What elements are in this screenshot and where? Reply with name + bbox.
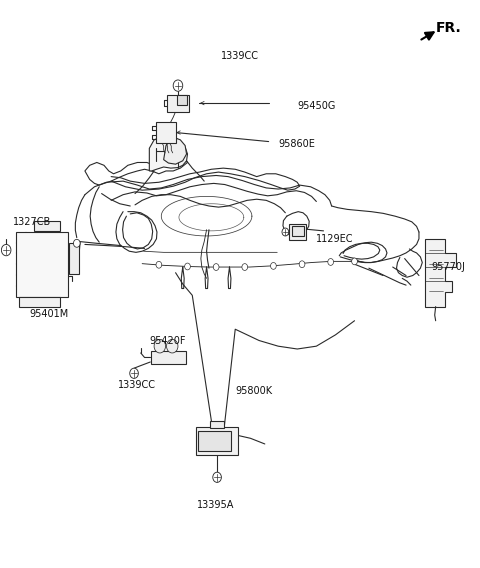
Text: 13395A: 13395A [197,500,235,510]
Polygon shape [149,136,188,171]
Bar [196,427,238,456]
Text: 1339CC: 1339CC [221,51,259,61]
Circle shape [185,263,191,270]
Circle shape [213,472,221,482]
Circle shape [167,340,178,353]
Bar [151,351,186,364]
Text: 95450G: 95450G [297,101,336,111]
Circle shape [242,264,248,270]
Circle shape [73,239,80,247]
Bar [177,95,187,106]
Circle shape [1,244,11,256]
Circle shape [156,261,162,268]
Circle shape [173,80,183,91]
Circle shape [352,258,358,265]
Bar [19,297,60,307]
Bar [156,122,176,143]
Circle shape [299,261,305,268]
Circle shape [154,340,166,353]
Text: 95860E: 95860E [278,139,315,149]
Bar [16,232,68,296]
Text: 95800K: 95800K [235,386,272,396]
Circle shape [213,264,219,270]
Text: 95770J: 95770J [431,262,465,272]
Bar [167,95,189,111]
Text: FR.: FR. [436,21,462,35]
Circle shape [130,368,138,378]
Text: 1339CC: 1339CC [118,379,156,390]
Circle shape [282,228,288,236]
Bar [69,243,79,274]
Bar [210,421,224,428]
Circle shape [328,258,334,265]
Text: 95401M: 95401M [29,310,69,319]
Polygon shape [425,239,456,307]
Bar [199,431,231,452]
Polygon shape [164,137,187,164]
Bar [292,226,304,236]
Polygon shape [85,157,188,185]
Text: 95420F: 95420F [149,336,186,345]
Circle shape [271,262,276,269]
Text: 1327CB: 1327CB [13,217,51,227]
Text: 1129EC: 1129EC [316,234,354,244]
Bar [34,221,60,231]
Bar [289,224,306,240]
